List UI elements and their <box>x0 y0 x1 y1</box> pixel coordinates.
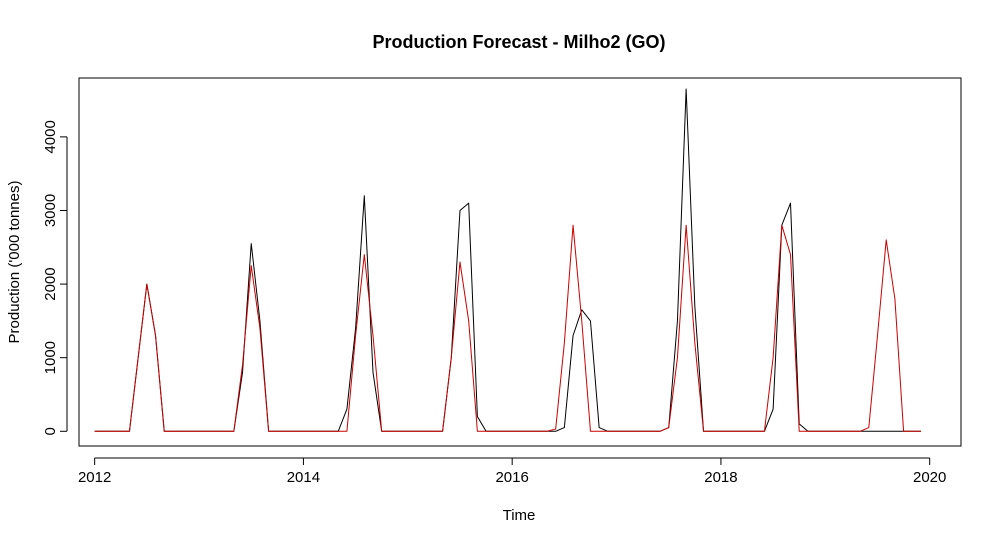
y-axis: 0 1000 2000 3000 4000 <box>42 120 68 435</box>
y-tick-label: 3000 <box>42 194 59 227</box>
x-axis: 2012 2014 2016 2018 2020 <box>78 457 946 486</box>
x-tick-label: 2020 <box>913 469 946 486</box>
x-tick-label: 2016 <box>495 469 528 486</box>
x-tick-label: 2012 <box>78 469 111 486</box>
x-axis-label: Time <box>503 507 536 524</box>
y-tick-label: 4000 <box>42 120 59 153</box>
series-layer <box>94 88 921 432</box>
y-axis-label: Production ('000 tonnes) <box>6 181 23 344</box>
series-line-forecast <box>94 224 921 432</box>
y-tick-label: 0 <box>42 427 59 435</box>
plot-frame <box>78 77 962 447</box>
chart-title: Production Forecast - Milho2 (GO) <box>372 32 665 52</box>
y-tick-label: 1000 <box>42 341 59 374</box>
y-tick-label: 2000 <box>42 267 59 300</box>
x-tick-label: 2018 <box>704 469 737 486</box>
x-tick-label: 2014 <box>287 469 320 486</box>
